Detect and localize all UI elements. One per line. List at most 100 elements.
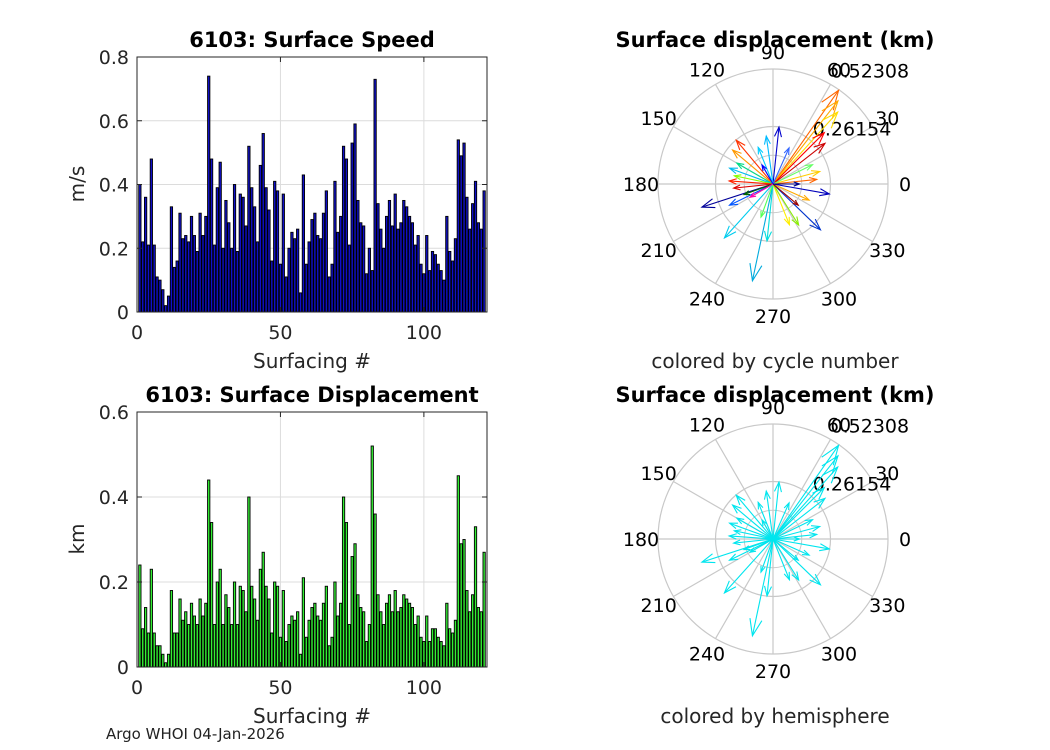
footer-credit: Argo WHOI 04-Jan-2026 — [106, 725, 285, 743]
speed-bar — [166, 295, 171, 313]
speed-bar — [324, 190, 328, 313]
displacement-axes-box — [136, 411, 488, 668]
polar-hemisphere-arrow — [772, 538, 800, 562]
displacement-bar — [453, 619, 458, 668]
displacement-bar — [373, 513, 377, 668]
polar-hemisphere-angle-label: 330 — [869, 595, 905, 617]
polar-cycle-arrow — [732, 174, 774, 185]
speed-ytick-label: 0.2 — [99, 238, 129, 260]
polar-hemisphere-arrow-head — [735, 493, 746, 506]
polar-cycle-arrow-shaft — [761, 164, 774, 185]
polar-hemisphere-arrow — [764, 538, 774, 598]
displacement-bar — [152, 632, 156, 668]
polar-cycle-arrow — [772, 164, 814, 185]
polar-hemisphere-spoke — [772, 439, 832, 540]
displacement-bar — [402, 594, 406, 668]
displacement-bar — [473, 526, 478, 668]
polar-hemisphere-arrow-shaft — [749, 538, 774, 553]
polar-cycle-arrow — [772, 99, 839, 185]
displacement-bar — [462, 539, 466, 668]
polar-cycle-arrow — [731, 149, 774, 185]
polar-cycle-angle-label: 60 — [827, 60, 851, 82]
displacement-bar — [482, 551, 486, 668]
polar-hemisphere-arrow — [772, 538, 822, 586]
polar-hemisphere-arrow-shaft — [724, 538, 774, 594]
polar-cycle-arrow-head — [793, 181, 801, 187]
displacement-bar — [456, 475, 460, 668]
displacement-bar — [189, 602, 194, 668]
displacement-bar — [413, 624, 417, 668]
speed-bar — [341, 145, 346, 313]
polar-hemisphere-arrow-shaft — [772, 533, 817, 540]
displacement-bar — [255, 619, 260, 668]
displacement-xtick-label: 100 — [406, 677, 442, 699]
displacement-bar — [212, 624, 217, 668]
displacement-bar — [330, 636, 334, 668]
speed-bar — [161, 289, 165, 313]
speed-bar — [321, 212, 326, 313]
displacement-bar — [144, 607, 148, 668]
displacement-bar — [448, 628, 452, 668]
displacement-bar — [471, 594, 475, 668]
speed-bar — [396, 228, 400, 313]
polar-cycle-arrow-shaft — [772, 111, 839, 185]
polar-hemisphere-arrow-shaft — [772, 538, 821, 586]
speed-bar — [290, 231, 294, 313]
displacement-bar — [428, 641, 432, 668]
displacement-bar — [195, 624, 199, 668]
displacement-bar — [382, 624, 386, 668]
polar-hemisphere-arrow-shaft — [729, 538, 774, 561]
displacement-bar — [261, 551, 265, 668]
displacement-bar — [296, 611, 300, 668]
speed-bar — [278, 263, 283, 313]
speed-chart-xlabel: Surfacing # — [253, 349, 371, 373]
polar-cycle-caption: colored by cycle number — [651, 349, 899, 373]
displacement-bar — [141, 628, 145, 668]
speed-bar — [350, 142, 354, 313]
speed-bar — [471, 203, 475, 313]
polar-hemisphere-caption: colored by hemisphere — [660, 704, 889, 728]
polar-hemisphere-arrow-head — [757, 500, 764, 510]
displacement-bar — [215, 581, 219, 668]
speed-bar — [376, 203, 380, 313]
polar-hemisphere-angle-label: 300 — [821, 643, 857, 665]
speed-bar — [264, 187, 268, 313]
displacement-bar — [218, 568, 222, 668]
polar-hemisphere-angle-label: 180 — [623, 529, 659, 551]
polar-hemisphere-arrow-shaft — [772, 538, 799, 561]
speed-bar — [192, 235, 196, 313]
polar-hemisphere-arrow-shaft — [761, 519, 774, 540]
polar-cycle-arrow-head — [783, 216, 791, 227]
polar-hemisphere-arrow — [735, 517, 774, 540]
displacement-bar — [356, 594, 360, 668]
polar-cycle-arrow-head — [791, 216, 800, 227]
polar-hemisphere-arrow-head — [821, 444, 840, 466]
polar-hemisphere-angle-label: 150 — [641, 463, 677, 485]
polar-cycle-angle-label: 300 — [821, 288, 857, 310]
displacement-bar — [367, 624, 371, 668]
displacement-bar — [244, 611, 248, 668]
polar-cycle-arrow — [772, 183, 791, 227]
displacement-bar — [201, 615, 205, 668]
speed-bar — [359, 222, 363, 313]
polar-cycle-arrow-head — [760, 210, 766, 219]
polar-cycle-arrow-shaft — [772, 132, 825, 185]
polar-hemisphere-arrow-head — [822, 465, 839, 484]
polar-hemisphere-arrow-shaft — [772, 497, 826, 540]
displacement-bar — [362, 611, 366, 668]
polar-cycle-arrow-head — [809, 218, 822, 231]
speed-bar — [419, 263, 423, 313]
displacement-bar — [333, 581, 337, 668]
polar-cycle-angle-label: 150 — [641, 108, 677, 130]
displacement-bar — [336, 615, 340, 668]
displacement-bar — [227, 607, 231, 668]
polar-hemisphere-arrow-shaft — [772, 525, 820, 540]
displacement-bar — [321, 602, 326, 668]
displacement-bar — [376, 594, 380, 668]
polar-cycle-arrow-shaft — [772, 100, 839, 185]
polar-hemisphere-arrow — [735, 493, 774, 540]
speed-bar — [373, 78, 377, 313]
polar-hemisphere-arrow-head — [813, 497, 827, 509]
polar-cycle-arrow-shaft — [766, 183, 774, 241]
displacement-bar — [281, 590, 285, 668]
